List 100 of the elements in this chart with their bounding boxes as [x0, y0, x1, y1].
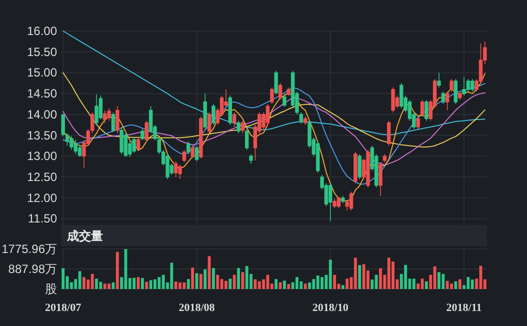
candlestick: [366, 150, 370, 188]
bar: [78, 271, 82, 289]
bar: [262, 279, 266, 289]
bar: [346, 278, 349, 289]
bar: [316, 275, 320, 289]
bar: [232, 274, 236, 289]
bar: [254, 279, 257, 289]
candlestick: [240, 120, 245, 134]
candlestick: [470, 78, 474, 92]
bar: [412, 278, 416, 289]
candlestick: [266, 104, 270, 126]
x-tick-label: 2018/11: [446, 302, 482, 314]
bar: [103, 284, 106, 289]
bar: [186, 279, 190, 289]
candlestick: [358, 154, 362, 180]
candlestick: [61, 113, 65, 137]
candlestick: [382, 154, 387, 163]
candlestick: [140, 128, 144, 141]
bar: [454, 281, 458, 289]
bar: [99, 282, 102, 289]
candlestick: [244, 128, 249, 150]
line-series: [62, 92, 486, 166]
candlestick: [328, 182, 332, 222]
candlestick: [466, 78, 470, 92]
candlestick: [65, 132, 70, 146]
bar: [424, 281, 428, 289]
candlestick: [341, 195, 345, 204]
candlestick: [178, 164, 182, 180]
candlestick: [454, 78, 458, 104]
bar: [82, 277, 86, 289]
bar: [446, 280, 449, 289]
candlestick: [420, 99, 424, 117]
bar: [62, 268, 65, 289]
candlestick: [274, 70, 278, 95]
candlestick: [107, 108, 111, 122]
candlestick: [111, 112, 116, 132]
bar: [140, 278, 144, 289]
bar: [116, 252, 119, 289]
y-tick-label: 14.50: [26, 86, 58, 101]
line-series: [62, 73, 486, 202]
candlestick: [102, 110, 107, 124]
bar: [241, 272, 244, 289]
candlestick: [132, 136, 136, 154]
candlestick: [445, 91, 450, 111]
bar: [287, 284, 290, 289]
bar: [392, 262, 394, 289]
bar: [212, 268, 215, 289]
bar: [304, 284, 307, 289]
candlestick: [441, 91, 446, 104]
candlestick: [207, 112, 212, 134]
candlestick: [303, 116, 308, 126]
candlestick: [194, 145, 199, 162]
candlestick: [94, 94, 98, 126]
bar: [178, 282, 182, 289]
bar: [95, 278, 98, 289]
candlestick: [424, 99, 428, 122]
candlestick: [116, 106, 120, 134]
bar: [341, 285, 344, 289]
candlestick: [462, 76, 466, 96]
bar: [158, 277, 161, 289]
bar: [328, 260, 332, 289]
bar: [438, 272, 440, 289]
candlestick: [286, 86, 290, 96]
bar: [300, 281, 303, 289]
y-tick-label: 15.00: [26, 66, 58, 80]
bar: [149, 280, 152, 289]
candlestick: [386, 120, 391, 146]
candlestick: [70, 136, 74, 150]
x-tick-label: 2018/07: [45, 302, 82, 314]
bar: [132, 278, 136, 289]
bar: [228, 278, 232, 289]
bar: [220, 279, 224, 289]
bar: [245, 266, 248, 289]
candlestick: [416, 116, 420, 130]
candlestick: [349, 191, 354, 211]
chart-title: 成交量: [66, 229, 103, 243]
candlestick: [236, 120, 240, 134]
bar: [374, 274, 378, 289]
candlestick: [120, 126, 124, 154]
candlestick: [90, 112, 94, 134]
y-tick-label: 15.50: [26, 44, 58, 59]
candlestick: [354, 152, 358, 184]
y-tick-label: 13.00: [26, 149, 58, 164]
bar: [162, 274, 165, 289]
bar: [387, 258, 390, 289]
bar: [258, 281, 261, 289]
bar: [312, 279, 316, 289]
candlestick: [199, 116, 203, 159]
candlestick: [174, 160, 178, 178]
y-tick-label: 12.50: [26, 170, 58, 184]
bar: [191, 268, 194, 289]
bar: [112, 282, 115, 289]
candlestick: [450, 78, 454, 92]
candlestick: [136, 136, 140, 150]
bar: [224, 280, 228, 289]
bar: [237, 268, 240, 289]
bar: [354, 258, 357, 289]
candlestick: [74, 139, 78, 154]
bar: [108, 284, 110, 289]
bar: [450, 284, 453, 289]
